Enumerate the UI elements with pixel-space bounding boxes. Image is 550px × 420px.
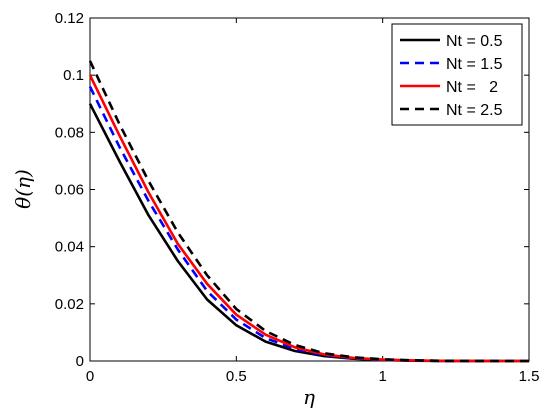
legend-label-3: Nt = 2.5 — [446, 102, 503, 119]
legend-label-2: Nt = 2 — [446, 79, 498, 96]
series-line-2 — [88, 74, 529, 363]
y-tick-label: 0.12 — [55, 10, 84, 27]
x-tick-label: 0 — [86, 368, 94, 385]
y-tick-label: 0.1 — [63, 67, 84, 84]
series-lines — [88, 60, 529, 363]
y-tick-label: 0.02 — [55, 296, 84, 313]
axis-ticks: 0 0.5 1 1.5 0 0.02 0.04 0.06 0.08 0.1 0.12 — [55, 10, 540, 385]
y-tick-label: 0.08 — [55, 124, 84, 141]
series-line-1 — [88, 86, 529, 363]
legend-label-0: Nt = 0.5 — [446, 33, 503, 50]
y-axis-label: θ(η) — [11, 169, 35, 209]
x-tick-label: 0.5 — [226, 368, 247, 385]
x-axis-label: η — [303, 385, 315, 409]
y-tick-label: 0.06 — [55, 182, 84, 199]
x-tick-label: 1 — [378, 368, 386, 385]
x-tick-label: 1.5 — [519, 368, 540, 385]
legend-label-1: Nt = 1.5 — [446, 56, 503, 73]
y-tick-label: 0.04 — [55, 239, 84, 256]
legend: Nt = 0.5 Nt = 1.5 Nt = 2 Nt = 2.5 — [391, 23, 523, 126]
y-tick-label: 0 — [76, 353, 84, 370]
